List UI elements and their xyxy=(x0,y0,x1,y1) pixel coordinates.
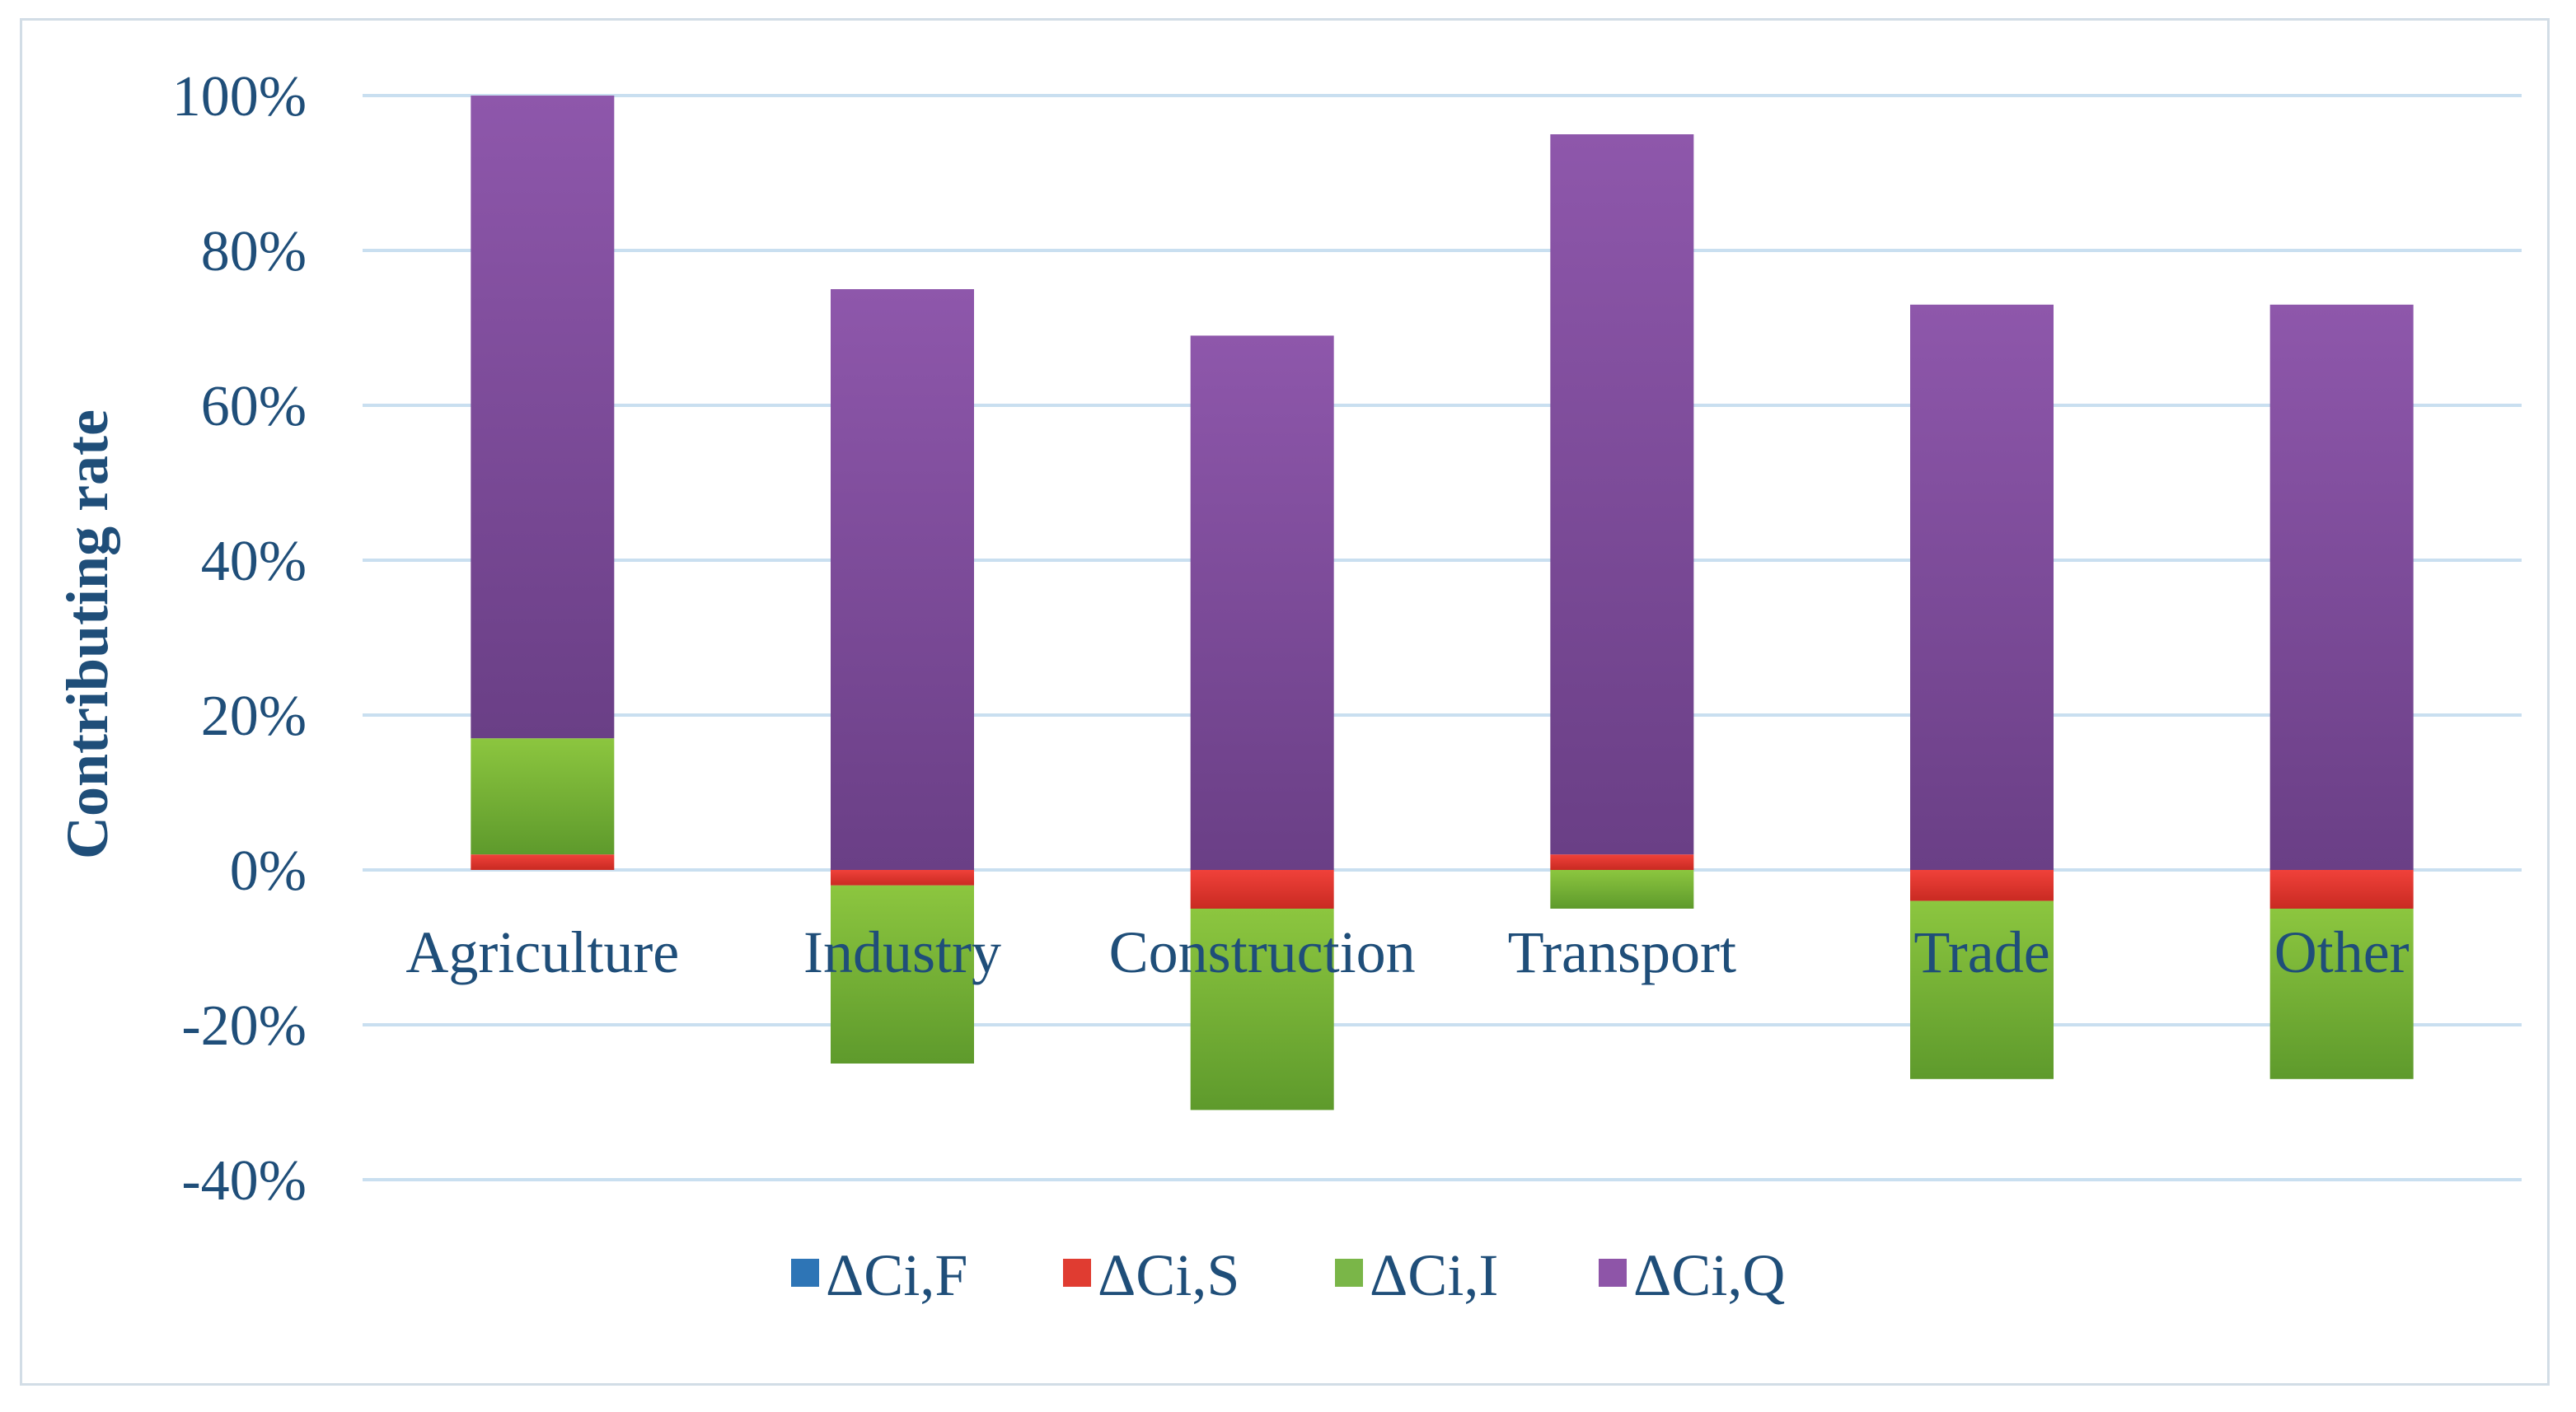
y-tick-label: 80% xyxy=(201,220,307,283)
bar-other-s xyxy=(2269,870,2414,909)
category-label-transport: Transport xyxy=(1508,919,1736,985)
legend-swatch-s xyxy=(1063,1259,1091,1287)
bar-industry-q xyxy=(831,289,974,870)
category-label-trade: Trade xyxy=(1913,919,2049,985)
bars xyxy=(471,96,2414,1110)
bar-agriculture-s xyxy=(471,854,615,870)
legend-label-i: ΔCi,I xyxy=(1370,1242,1498,1308)
legend: ΔCi,F ΔCi,S ΔCi,I ΔCi,Q xyxy=(791,1242,1785,1308)
legend-swatch-i xyxy=(1335,1259,1363,1287)
legend-swatch-f xyxy=(791,1259,819,1287)
bar-trade-q xyxy=(1910,304,2054,870)
y-axis-ticks: 100% 80% 60% 40% 20% 0% -20% -40% xyxy=(172,65,307,1213)
category-label-agriculture: Agriculture xyxy=(405,919,679,985)
y-tick-label: 20% xyxy=(201,685,307,748)
y-tick-label: 60% xyxy=(201,375,307,438)
legend-swatch-q xyxy=(1599,1259,1627,1287)
y-tick-label: -40% xyxy=(181,1149,307,1213)
category-label-other: Other xyxy=(2274,919,2410,985)
bar-construction-s xyxy=(1190,870,1334,909)
gridlines xyxy=(363,94,2522,1181)
bar-trade-i xyxy=(1910,900,2054,1079)
bar-transport-i xyxy=(1550,870,1694,909)
bar-construction-i xyxy=(1190,909,1334,1110)
bar-other-q xyxy=(2269,304,2414,870)
legend-label-f: ΔCi,F xyxy=(826,1242,967,1308)
bar-agriculture-i xyxy=(471,738,615,855)
legend-label-s: ΔCi,S xyxy=(1098,1242,1239,1308)
bar-transport-s xyxy=(1550,854,1694,870)
category-label-construction: Construction xyxy=(1109,919,1416,985)
bar-industry-i xyxy=(831,885,974,1064)
bar-other-i xyxy=(2269,909,2414,1079)
bar-trade-s xyxy=(1910,870,2054,901)
y-axis-title: Contributing rate xyxy=(54,409,120,859)
y-tick-label: 0% xyxy=(230,839,307,903)
y-tick-label: -20% xyxy=(181,994,307,1058)
bar-industry-s xyxy=(831,870,974,886)
y-tick-label: 40% xyxy=(201,530,307,593)
bar-transport-q xyxy=(1550,134,1694,855)
legend-label-q: ΔCi,Q xyxy=(1633,1242,1785,1308)
bar-agriculture-q xyxy=(471,96,615,739)
category-labels: Agriculture Industry Construction Transport… xyxy=(405,919,2409,985)
category-label-industry: Industry xyxy=(803,919,1001,985)
bar-construction-q xyxy=(1190,335,1334,870)
y-tick-label: 100% xyxy=(172,65,307,129)
